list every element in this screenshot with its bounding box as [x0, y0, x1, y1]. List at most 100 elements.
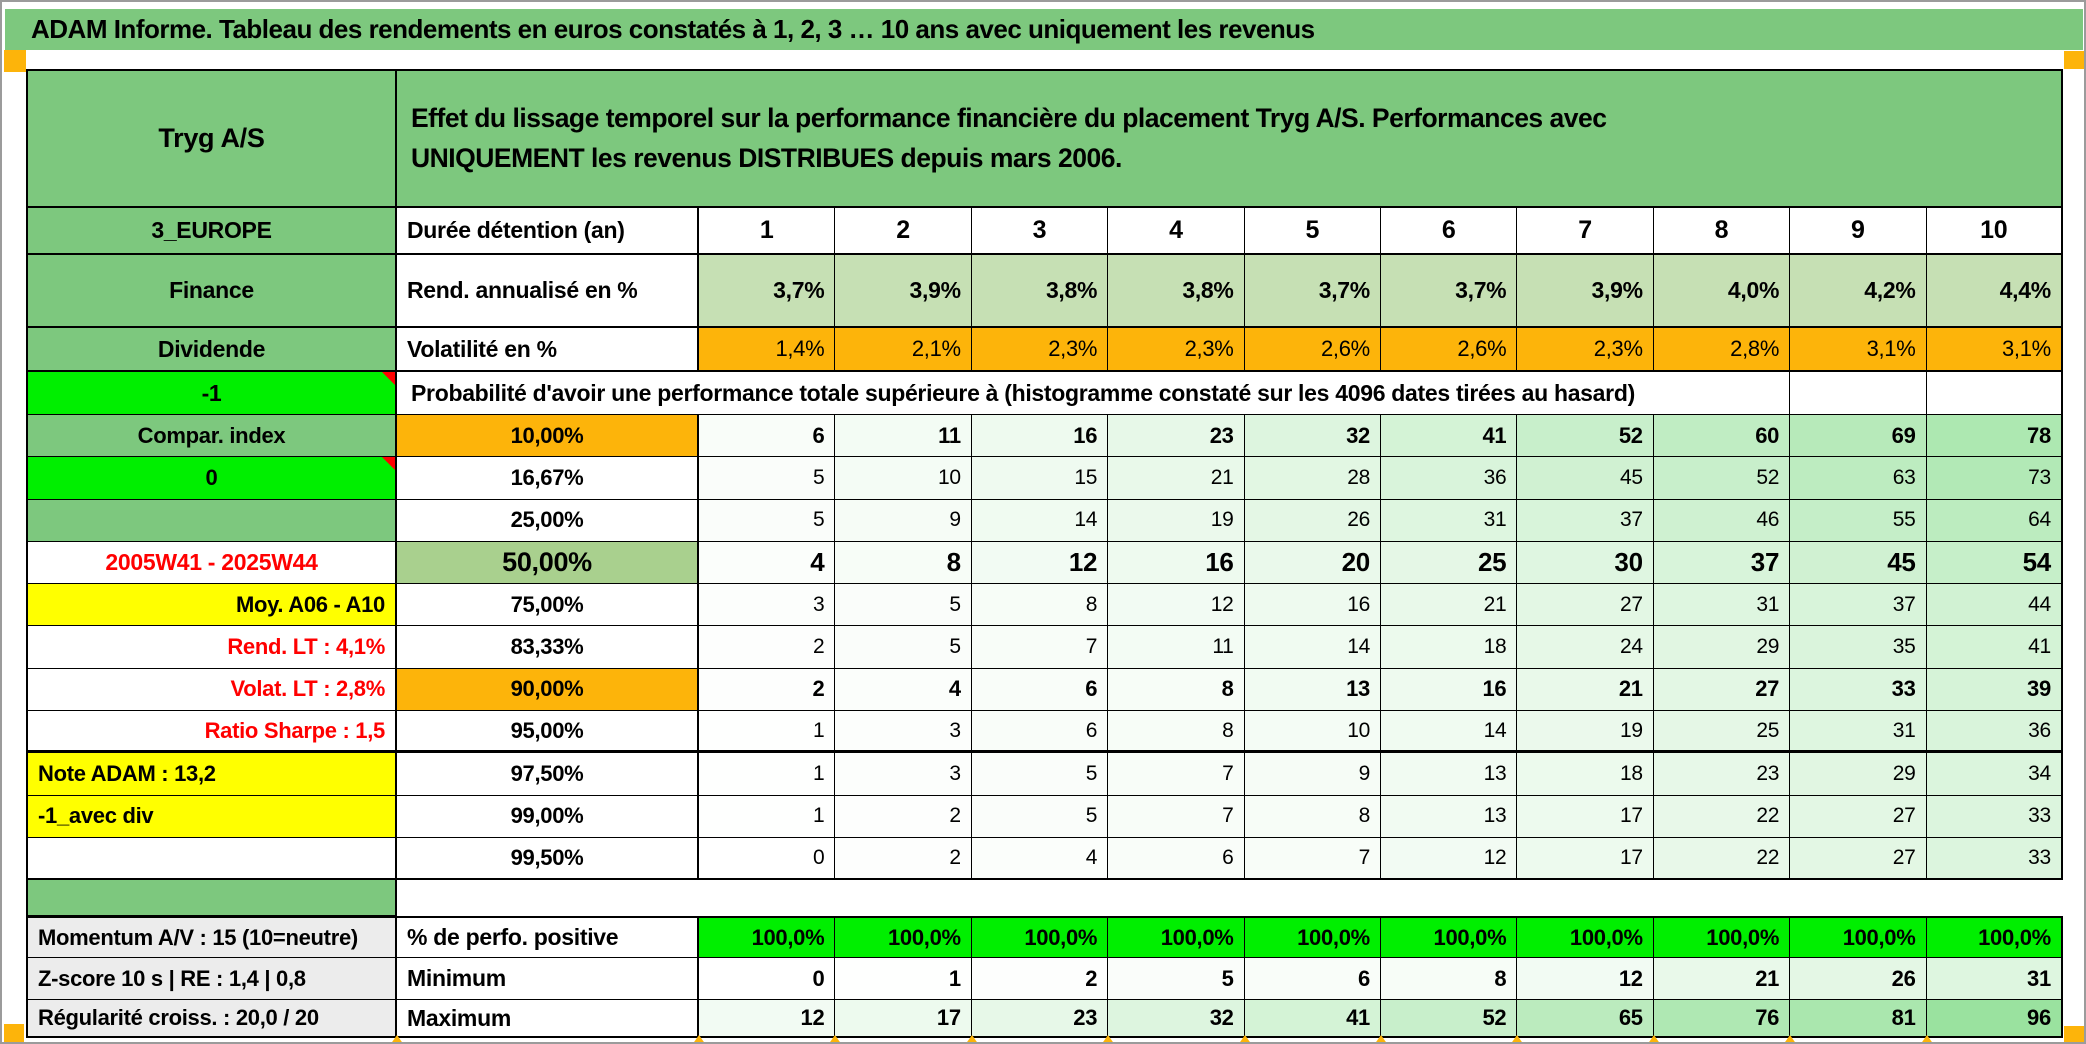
probability-value-cell: 36	[1380, 457, 1518, 500]
performance-table: Tryg A/S Effet du lissage temporel sur la…	[26, 69, 2063, 1039]
probability-value-cell: 5	[971, 753, 1109, 796]
probability-value-cell: 7	[1244, 837, 1381, 881]
probability-value-cell: 27	[1790, 837, 1927, 881]
orange-square-icon	[2064, 1026, 2084, 1042]
metric-value-cell: 96	[1926, 1000, 2063, 1039]
probability-value-cell: 9	[835, 499, 972, 542]
metric-value-cell: 0	[699, 958, 836, 1001]
metric-value-cell: 17	[835, 1000, 972, 1039]
threshold-cell: 95,00%	[397, 711, 699, 754]
probability-value-cell: 33	[1790, 668, 1927, 712]
metric-value-cell: 100,0%	[699, 916, 836, 959]
probability-value-cell: 2	[699, 668, 836, 712]
metric-value-cell: 100,0%	[1926, 916, 2063, 959]
probability-header-cell: Probabilité d'avoir une performance tota…	[397, 372, 1791, 415]
metric-value-cell: 1	[835, 958, 972, 1001]
threshold-cell: 99,50%	[397, 837, 699, 881]
volatility-value-cell: 3,1%	[1790, 328, 1927, 372]
annual-return-label-cell: Rend. annualisé en %	[397, 255, 699, 328]
annual-return-value-cell: 3,9%	[1517, 255, 1654, 328]
metric-value-cell: 12	[699, 1000, 836, 1039]
probability-value-cell: 3	[835, 753, 972, 796]
year-header-cell: 10	[1926, 208, 2063, 255]
probability-value-cell: 25	[1380, 541, 1518, 585]
orange-tick-icon	[1646, 1035, 1661, 1042]
probability-value-cell: 60	[1653, 415, 1791, 458]
probability-value-cell: 33	[1926, 795, 2063, 838]
year-header-cell: 1	[699, 208, 836, 255]
probability-value-cell: 7	[971, 626, 1109, 669]
metric-value-cell: 6	[1244, 958, 1381, 1001]
probability-value-cell: 12	[1380, 837, 1518, 881]
probability-value-cell: 12	[1108, 584, 1245, 627]
probability-value-cell: 27	[1517, 584, 1654, 627]
probability-value-cell: 5	[835, 584, 972, 627]
metric-label-cell: Maximum	[397, 1000, 699, 1039]
probability-value-cell: 10	[835, 457, 972, 500]
metric-value-cell: 23	[971, 1000, 1109, 1039]
probability-value-cell: 52	[1517, 415, 1654, 458]
year-header-cell: 9	[1790, 208, 1927, 255]
metric-value-cell: 76	[1653, 1000, 1791, 1039]
metric-value-cell: 100,0%	[1653, 916, 1791, 959]
probability-value-cell: 15	[971, 457, 1109, 500]
empty-cell	[1790, 372, 1927, 415]
metric-left-label-cell: Régularité croiss. : 20,0 / 20	[26, 1000, 397, 1039]
probability-value-cell: 27	[1653, 668, 1791, 712]
volatility-label-cell: Volatilité en %	[397, 328, 699, 372]
probability-value-cell: 4	[971, 837, 1109, 881]
probability-value-cell: 8	[835, 541, 972, 585]
probability-value-cell: 16	[1244, 584, 1381, 627]
year-header-cell: 8	[1653, 208, 1791, 255]
probability-value-cell: 2	[835, 837, 972, 881]
probability-value-cell: 78	[1926, 415, 2063, 458]
probability-value-cell: 25	[1653, 711, 1791, 754]
probability-value-cell: 5	[699, 499, 836, 542]
metric-value-cell: 31	[1926, 958, 2063, 1001]
orange-tick-icon	[1510, 1035, 1525, 1042]
probability-value-cell: 21	[1108, 457, 1245, 500]
probability-value-cell: 17	[1517, 795, 1654, 838]
instrument-cell: Tryg A/S	[26, 69, 397, 208]
row-label-cell: 2005W41 - 2025W44	[26, 541, 397, 585]
probability-value-cell: 11	[835, 415, 972, 458]
probability-value-cell: 45	[1517, 457, 1654, 500]
probability-value-cell: 16	[1108, 541, 1245, 585]
orange-tick-icon	[1237, 1035, 1252, 1042]
probability-value-cell: 33	[1926, 837, 2063, 881]
probability-value-cell: 5	[971, 795, 1109, 838]
probability-value-cell: 23	[1108, 415, 1245, 458]
metric-value-cell: 32	[1108, 1000, 1245, 1039]
threshold-cell: 25,00%	[397, 499, 699, 542]
threshold-cell: 90,00%	[397, 668, 699, 712]
probability-value-cell: 6	[1108, 837, 1245, 881]
probability-value-cell: 16	[971, 415, 1109, 458]
probability-value-cell: 55	[1790, 499, 1927, 542]
row-label-cell: -1_avec div	[26, 795, 397, 838]
probability-value-cell: 69	[1790, 415, 1927, 458]
year-header-cell: 3	[971, 208, 1109, 255]
threshold-cell: 16,67%	[397, 457, 699, 500]
empty-cell	[1926, 372, 2063, 415]
volatility-value-cell: 2,1%	[835, 328, 972, 372]
probability-value-cell: 18	[1380, 626, 1518, 669]
metric-label-cell: Minimum	[397, 958, 699, 1001]
probability-value-cell: 22	[1653, 837, 1791, 881]
metric-value-cell: 21	[1653, 958, 1791, 1001]
probability-value-cell: 21	[1517, 668, 1654, 712]
probability-value-cell: 2	[835, 795, 972, 838]
probability-value-cell: 20	[1244, 541, 1381, 585]
annual-return-value-cell: 4,2%	[1790, 255, 1927, 328]
probability-value-cell: 3	[835, 711, 972, 754]
spacer-cell	[26, 880, 397, 917]
probability-value-cell: 26	[1244, 499, 1381, 542]
probability-value-cell: 3	[699, 584, 836, 627]
row-label-cell	[26, 837, 397, 881]
threshold-cell: 75,00%	[397, 584, 699, 627]
orange-tick-icon	[1374, 1035, 1388, 1042]
orange-square-icon	[4, 1024, 24, 1042]
probability-value-cell: 27	[1790, 795, 1927, 838]
region-cell: 3_EUROPE	[26, 208, 397, 255]
probability-value-cell: 7	[1108, 753, 1245, 796]
